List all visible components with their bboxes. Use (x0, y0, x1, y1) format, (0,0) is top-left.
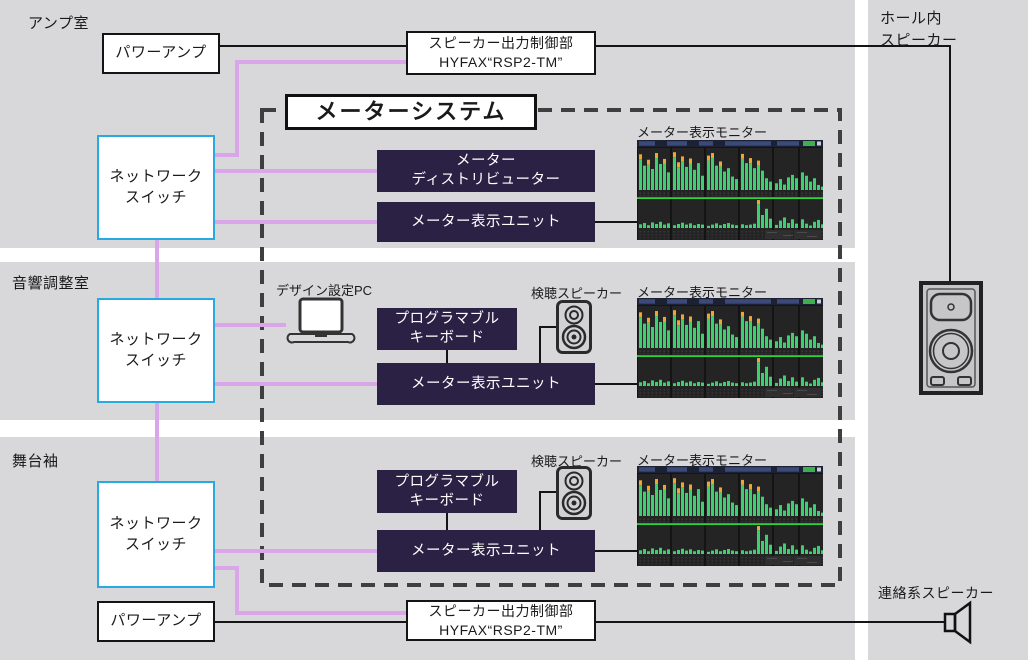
node-programmable-keyboard-3: プログラマブル キーボード (377, 470, 517, 513)
node-speaker-ctrl-bottom: スピーカー出力制御部 HYFAX“RSP2-TM” (406, 600, 596, 641)
monitor-label-3: メーター表示モニター (637, 453, 768, 468)
intercom-speaker-label: 連絡系スピーカー (878, 585, 994, 601)
check-speaker-label-3: 検聴スピーカー (531, 454, 623, 469)
node-network-switch-1: ネットワーク スイッチ (97, 135, 215, 240)
node-programmable-keyboard-2: プログラマブル キーボード (377, 308, 517, 350)
node-meter-display-unit-3: メーター表示ユニット (377, 530, 595, 572)
meter-system-dashed-frame (260, 108, 842, 587)
link-displayunit2-checkspeaker2 (539, 326, 556, 363)
node-meter-display-unit-2: メーター表示ユニット (377, 363, 595, 405)
hall-speaker-label: ホール内 スピーカー (880, 10, 958, 49)
node-meter-display-unit-1: メーター表示ユニット (377, 202, 595, 242)
check-speaker-icon-3 (556, 466, 592, 520)
laptop-icon (284, 296, 358, 346)
room-label-stage: 舞台袖 (12, 453, 59, 470)
meter-monitor-screen-3 (637, 466, 824, 566)
node-network-switch-3: ネットワーク スイッチ (97, 481, 215, 588)
check-speaker-label-2: 検聴スピーカー (531, 286, 623, 301)
intercom-speaker-icon (942, 599, 978, 647)
node-power-amp-top: パワーアンプ (102, 33, 220, 74)
monitor-label-2: メーター表示モニター (637, 285, 768, 300)
check-speaker-icon-2 (556, 300, 592, 354)
node-speaker-ctrl-top: スピーカー出力制御部 HYFAX“RSP2-TM” (406, 31, 596, 75)
design-pc-label: デザイン設定PC (276, 283, 373, 298)
link-displayunit3-checkspeaker3 (539, 491, 556, 530)
node-power-amp-bottom: パワーアンプ (97, 601, 215, 642)
meter-monitor-screen-1 (637, 140, 824, 240)
meter-monitor-screen-2 (637, 298, 824, 398)
room-label-control: 音響調整室 (12, 275, 90, 292)
node-network-switch-2: ネットワーク スイッチ (97, 298, 215, 403)
link-switch1-speakerctrl-top (215, 60, 406, 157)
link-speakerctrl-top-hallspeaker (596, 45, 951, 281)
monitor-label-1: メーター表示モニター (637, 125, 768, 140)
meter-system-title: メーターシステム (285, 94, 537, 130)
room-label-amp: アンプ室 (28, 15, 89, 32)
node-meter-distributor: メーター ディストリビューター (377, 150, 595, 192)
hall-speaker-icon (919, 281, 983, 395)
link-switch3-speakerctrl-bottom (215, 566, 406, 615)
